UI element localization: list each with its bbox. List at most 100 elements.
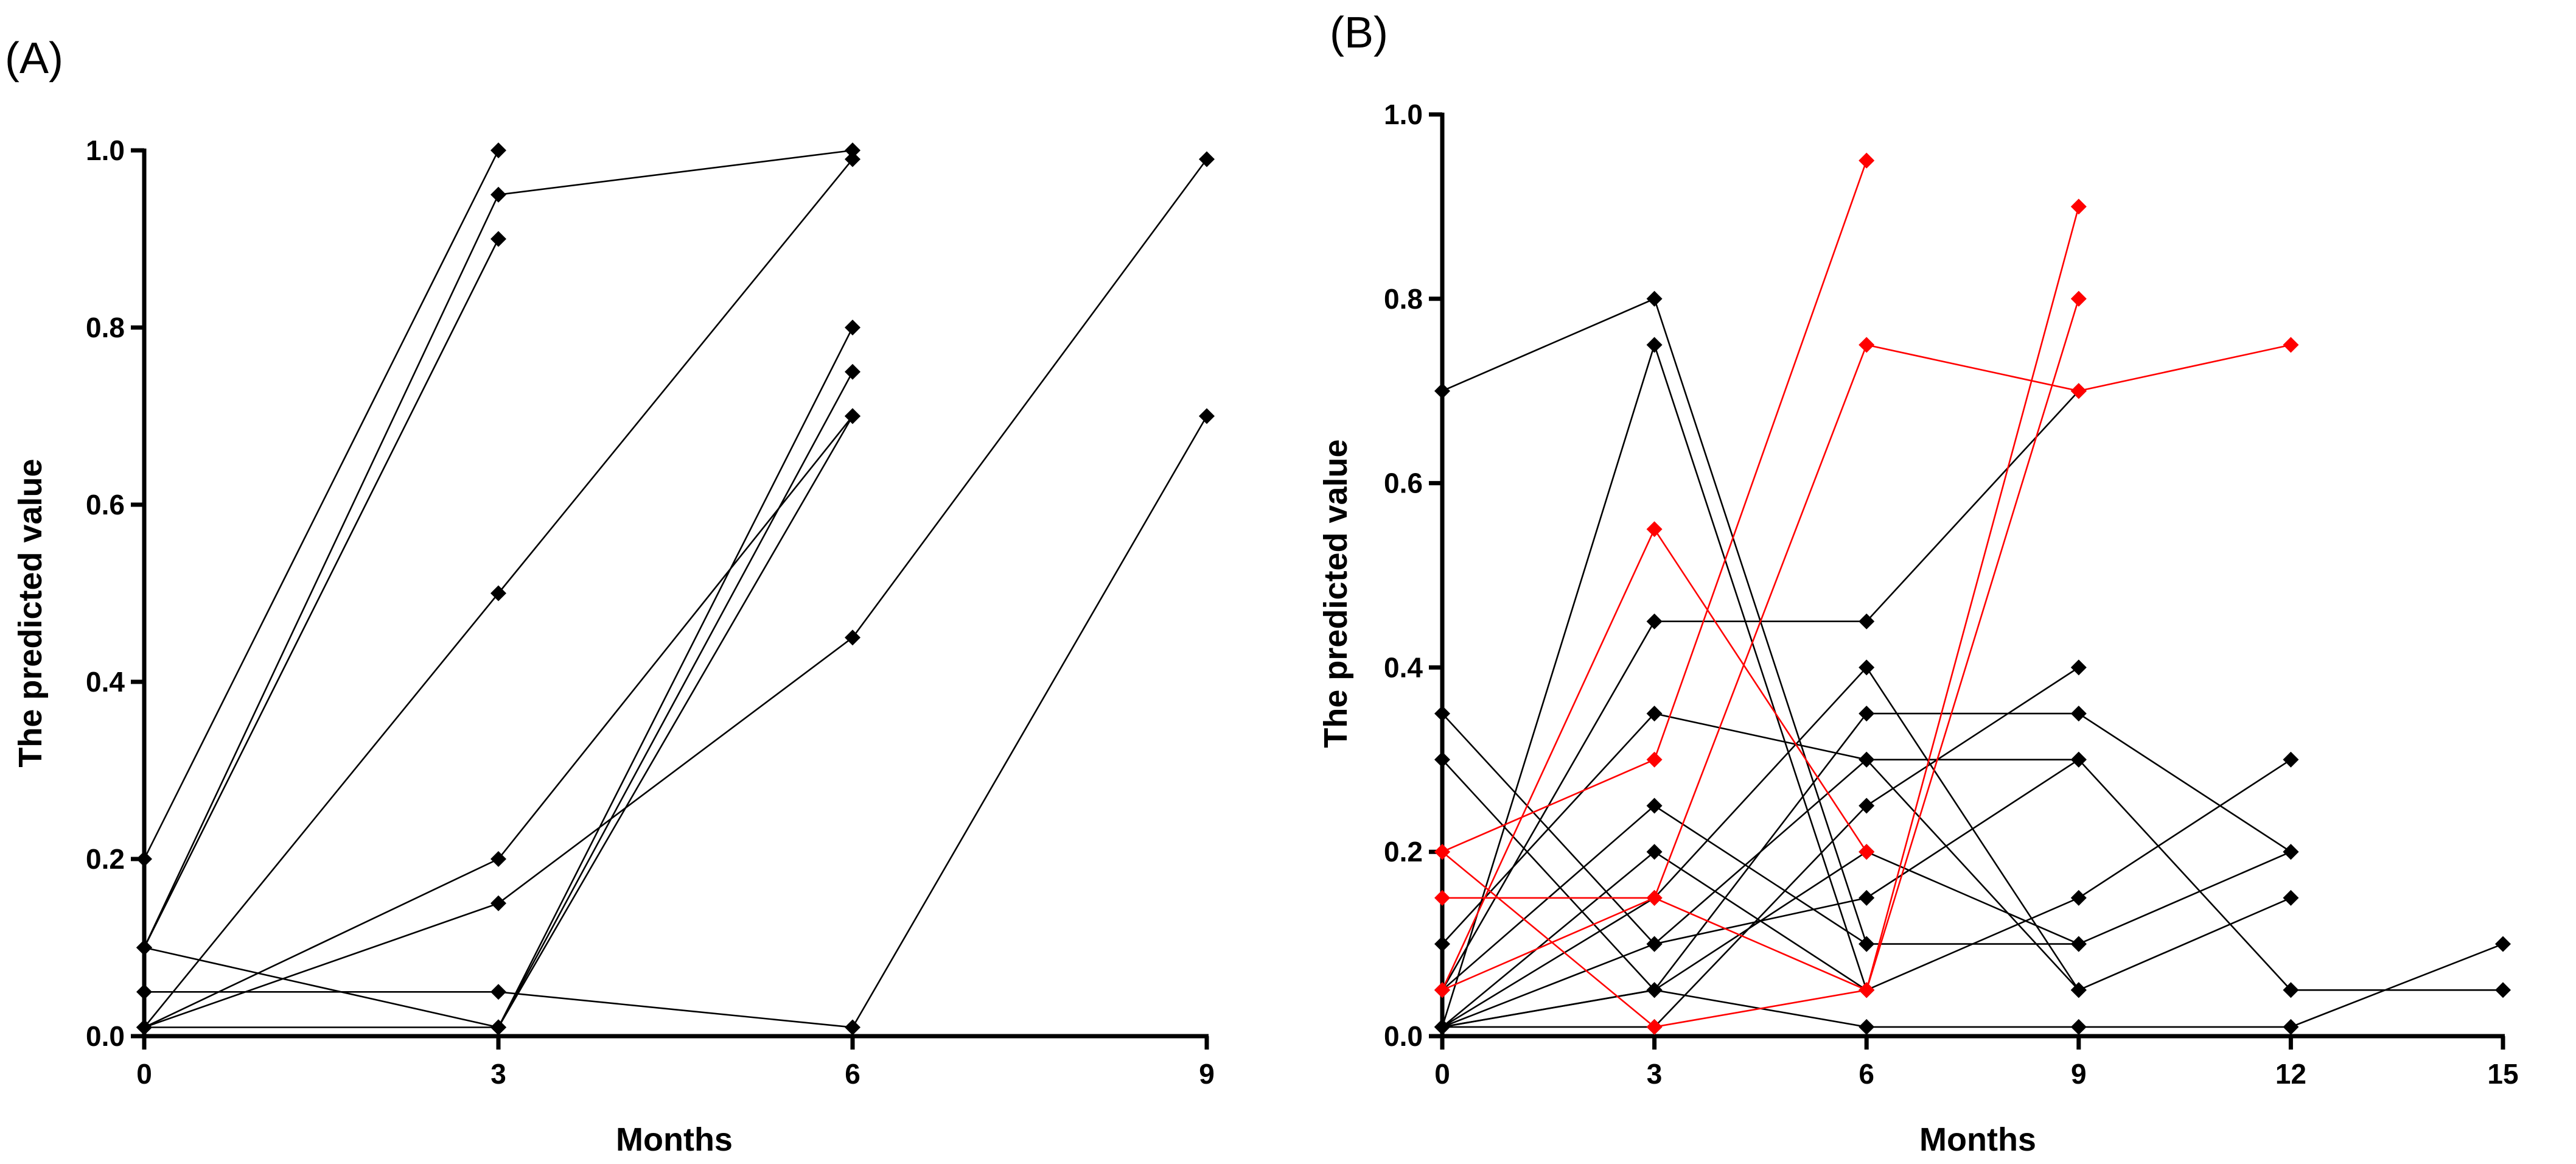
panel-a-data-point xyxy=(1199,151,1215,167)
panel-a-data-point xyxy=(1199,408,1215,424)
panel-b-data-point xyxy=(2070,889,2087,906)
panel-b-data-point xyxy=(1859,889,1875,906)
panel-b-data-point xyxy=(1859,337,1875,353)
panel-a-y-tick-label: 0.2 xyxy=(86,843,125,875)
panel-b-data-point xyxy=(2283,1018,2299,1035)
panel-b-series-line xyxy=(1441,342,1868,1028)
panel-a-y-tick-label: 0.0 xyxy=(86,1020,125,1052)
panel-b-data-point xyxy=(1646,706,1663,722)
panel-b-data-point xyxy=(2070,936,2087,952)
panel-a-data-point xyxy=(845,320,860,335)
panel-a-data-point xyxy=(490,142,506,158)
panel-a-data-point xyxy=(490,984,506,1000)
panel-a-x-tick-label: 9 xyxy=(1199,1058,1215,1090)
panel-a-y-tick-label: 0.8 xyxy=(86,312,125,343)
panel-b-series-14 xyxy=(1434,152,1875,860)
panel-b-data-point xyxy=(1646,982,1663,998)
panel-b-data-point xyxy=(2283,337,2299,353)
panel-b-x-tick-label: 9 xyxy=(2071,1058,2087,1090)
panel-a-data-point xyxy=(490,186,506,203)
panel-b-data-point xyxy=(1646,337,1663,353)
panel-b-x-tick-label: 15 xyxy=(2487,1058,2518,1090)
panel-a-data-point xyxy=(845,363,860,380)
panel-b-series-18 xyxy=(1434,290,2087,1035)
panel-b-data-point xyxy=(1859,751,1875,768)
panel-a-series-9 xyxy=(136,363,860,1036)
panel-a-y-axis-title: The predicted value xyxy=(12,458,49,767)
panel-a: (A) Months The predicted value 0.0 0.2 0.4… xyxy=(5,34,1215,1158)
panel-a-data-point xyxy=(136,939,152,956)
panel-b-data-point xyxy=(2283,889,2299,906)
panel-b-series-line xyxy=(1442,667,2079,1028)
panel-a-data-point xyxy=(136,851,152,867)
panel-b-data-point xyxy=(1859,152,1875,169)
panel-b-y-tick-label: 0.4 xyxy=(1384,651,1423,683)
panel-b-data-point xyxy=(1434,383,1450,399)
panel-b-y-tick-label: 0.8 xyxy=(1384,283,1423,315)
panel-a-y-tick-label: 0.6 xyxy=(86,489,125,521)
panel-b-data-point xyxy=(1646,844,1663,860)
panel-a-x-tick-label: 3 xyxy=(490,1058,506,1090)
panel-a-data-point xyxy=(845,142,860,158)
panel-b-data-point xyxy=(2070,1018,2087,1035)
panel-b-x-tick-label: 0 xyxy=(1434,1058,1450,1090)
panel-b-data-point xyxy=(1859,844,1875,860)
panel-b-data-point xyxy=(1859,1018,1875,1035)
panel-b-data-point xyxy=(1434,982,1450,998)
panel-a-series-7 xyxy=(136,408,1215,1036)
panel-a-series-2 xyxy=(136,142,860,956)
panel-b-x-axis-title: Months xyxy=(1919,1121,2036,1158)
panel-b-data-point xyxy=(2283,844,2299,860)
panel-b-data-point xyxy=(1646,889,1663,906)
panel-b-series-line xyxy=(1442,759,2504,1028)
panel-b-data-point xyxy=(1434,751,1450,768)
panel-a-series-line xyxy=(144,327,854,1028)
panel-b-x-tick-label: 3 xyxy=(1647,1058,1663,1090)
panel-b-data-point xyxy=(1646,936,1663,952)
panel-a-y-tick-label: 1.0 xyxy=(86,135,125,166)
panel-b-data-point xyxy=(1859,798,1875,814)
panel-a-series-line xyxy=(144,415,1208,1028)
panel-b: (B) Months The predicted value 0.0 0.2 0.4… xyxy=(1318,9,2519,1158)
panel-b-series-line xyxy=(1442,713,2503,991)
panel-b-data-point xyxy=(1859,706,1875,722)
panel-b-data-point xyxy=(1646,751,1663,768)
panel-b-data-point xyxy=(1859,936,1875,952)
panel-a-x-tick-label: 6 xyxy=(845,1058,860,1090)
panel-b-data-point xyxy=(2283,982,2299,998)
panel-a-data-point xyxy=(136,984,152,1000)
panel-a-series-1 xyxy=(136,142,506,867)
panel-a-label: (A) xyxy=(5,34,63,83)
panel-b-data-point xyxy=(1859,659,1875,676)
panel-b-data-point xyxy=(2070,706,2087,722)
panel-a-data-point xyxy=(845,151,860,167)
panel-b-label: (B) xyxy=(1330,9,1388,57)
panel-b-series-2 xyxy=(1434,337,1875,1035)
panel-b-data-point xyxy=(2070,383,2087,399)
panel-a-series-line xyxy=(144,371,854,1028)
panel-b-series-line xyxy=(1442,759,2079,1028)
panel-a-x-axis-title: Months xyxy=(616,1121,733,1158)
panel-b-data-point xyxy=(1646,521,1663,538)
panel-b-series-17 xyxy=(1434,337,2299,998)
panel-a-data-point xyxy=(845,1019,860,1036)
panel-a-data-point xyxy=(490,1019,506,1036)
panel-b-data-point xyxy=(2070,751,2087,768)
panel-b-data-point xyxy=(2070,982,2087,998)
panel-b-data-point xyxy=(1646,798,1663,814)
panel-a-series-6 xyxy=(136,151,1215,1036)
panel-b-data-point xyxy=(1859,613,1875,629)
panel-b-data-point xyxy=(1434,1018,1450,1035)
panel-b-data-point xyxy=(2495,982,2511,998)
panel-a-y-tick-label: 0.4 xyxy=(86,666,125,698)
panel-b-data-point xyxy=(1434,844,1450,860)
panel-b-y-tick-label: 1.0 xyxy=(1384,99,1423,130)
panel-a-series-10 xyxy=(490,408,860,1036)
panel-a-series-line xyxy=(497,415,854,1028)
panel-b-data-point xyxy=(2070,198,2087,215)
panel-a-series-5 xyxy=(136,408,860,1036)
panel-b-data-point xyxy=(2070,290,2087,307)
panel-a-x-tick-label: 0 xyxy=(136,1058,152,1090)
panel-b-data-point xyxy=(1646,1018,1663,1035)
